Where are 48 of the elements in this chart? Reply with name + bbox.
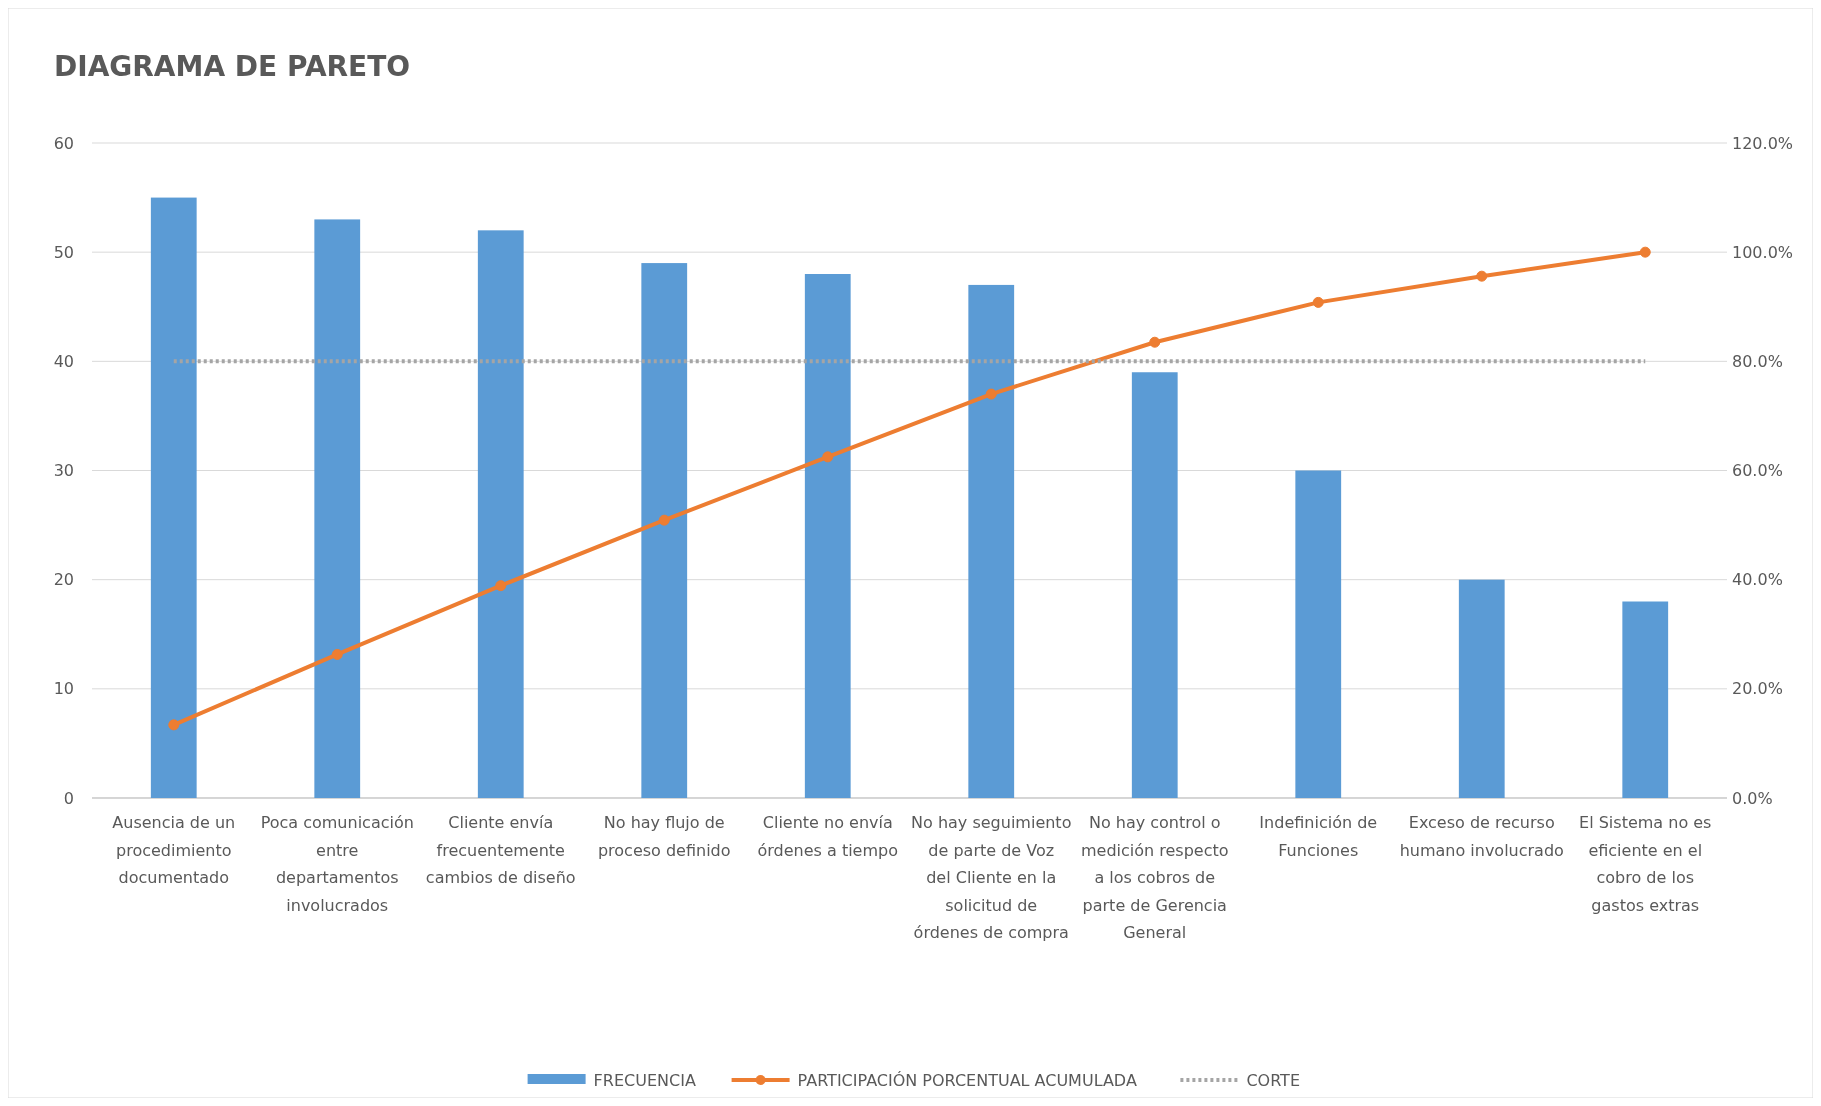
- y2-tick-label: 20.0%: [1732, 679, 1783, 699]
- bar: [1458, 579, 1505, 798]
- bar: [1295, 470, 1342, 798]
- bar: [314, 219, 361, 798]
- legend-label: FRECUENCIA: [593, 1070, 696, 1090]
- bar: [1131, 372, 1178, 798]
- point: [495, 580, 507, 592]
- x-tick-label: Cliente envía frecuentemente cambios de diseño: [425, 813, 576, 887]
- y2-tick-label: 40.0%: [1732, 570, 1783, 590]
- bar: [150, 197, 197, 798]
- point: [1476, 270, 1488, 282]
- x-tick-label: El Sistema no es eficiente en el cobro de los gastos extras: [1579, 813, 1712, 915]
- y-tick-label: 40: [53, 351, 74, 371]
- y-tick-label: 60: [53, 133, 74, 153]
- point: [168, 719, 180, 731]
- point: [1312, 296, 1324, 308]
- x-tick-label: Poca comunicación entre departamentos involucrados: [260, 813, 414, 915]
- y-tick-label: 0: [63, 788, 74, 808]
- x-tick-label: No hay flujo de proceso definido: [597, 813, 731, 860]
- x-tick-label: No hay seguimiento de parte de Voz del Cliente en la solicitud de órdenes de compra: [911, 813, 1072, 942]
- point: [331, 648, 343, 660]
- y2-tick-label: 0.0%: [1732, 788, 1773, 808]
- y2-tick-label: 80.0%: [1732, 351, 1783, 371]
- x-tick-label: Ausencia de un procedimiento documentado: [112, 813, 236, 887]
- legend-label: PARTICIPACIÓN PORCENTUAL ACUMULADA: [797, 1070, 1137, 1090]
- bar: [641, 263, 688, 798]
- x-tick-label: Indefinición de Funciones: [1259, 813, 1378, 860]
- y2-tick-label: 120.0%: [1732, 133, 1794, 153]
- point: [658, 514, 670, 526]
- x-tick-label: No hay control o medición respecto a los cobros de parte de Gerencia General: [1080, 813, 1229, 942]
- y-tick-label: 20: [53, 570, 74, 590]
- y-tick-label: 10: [53, 679, 74, 699]
- y-tick-label: 50: [53, 242, 74, 262]
- y2-tick-label: 100.0%: [1732, 242, 1794, 262]
- bar: [1622, 601, 1669, 798]
- bar: [477, 230, 524, 798]
- point: [985, 388, 997, 400]
- x-tick-label: Exceso de recurso humano involucrado: [1399, 813, 1564, 860]
- y-tick-label: 30: [53, 461, 74, 481]
- point: [1149, 336, 1161, 348]
- chart-title: DIAGRAMA DE PARETO: [54, 50, 411, 83]
- bar: [968, 284, 1015, 798]
- x-tick-label: Cliente no envía órdenes a tiempo: [757, 813, 898, 860]
- point: [822, 451, 834, 463]
- legend-label: CORTE: [1246, 1070, 1301, 1090]
- bar: [804, 274, 851, 798]
- point: [1639, 246, 1651, 258]
- y2-tick-label: 60.0%: [1732, 461, 1783, 481]
